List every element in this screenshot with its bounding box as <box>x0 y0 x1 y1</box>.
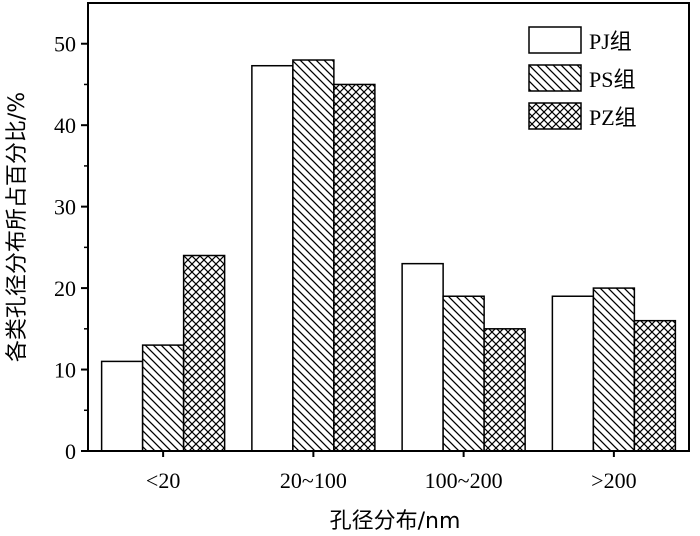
x-axis-title: 孔径分布/nm <box>330 509 461 534</box>
y-tick-label: 20 <box>54 276 76 301</box>
x-tick-label: 100~200 <box>425 468 503 493</box>
x-tick-label: 20~100 <box>280 468 347 493</box>
y-tick-label: 10 <box>54 358 76 383</box>
legend-label: PJ组 <box>589 29 632 54</box>
bar-3-4 <box>633 319 677 452</box>
bar-3-2 <box>333 83 376 452</box>
plot-frame <box>87 2 690 452</box>
legend-swatch <box>528 26 582 54</box>
legend-label: PS组 <box>589 67 635 92</box>
y-tick-label: 30 <box>54 195 76 220</box>
legend-label: PZ组 <box>589 105 637 130</box>
y-tick-label: 50 <box>54 32 76 57</box>
x-axis: <20 20~100 100~200 >200 <box>146 451 637 493</box>
bar-1-4 <box>551 295 595 452</box>
x-tick-label: >200 <box>591 468 636 493</box>
bar-2-2 <box>292 59 335 452</box>
legend-swatch <box>528 102 582 130</box>
bars-group <box>100 59 677 452</box>
bar-2-3 <box>442 295 485 452</box>
bar-1-2 <box>251 64 294 452</box>
y-axis: 0 10 20 30 40 50 <box>54 32 88 464</box>
bar-2-1 <box>141 344 185 452</box>
bar-1-1 <box>100 360 144 452</box>
y-axis-title: 各类孔径分布所占百分比/% <box>5 92 30 362</box>
bar-2-4 <box>592 287 636 452</box>
bar-3-1 <box>182 254 226 452</box>
bar-3-3 <box>483 328 526 452</box>
y-tick-label: 0 <box>65 439 76 464</box>
legend: PJ组 PS组 PZ组 <box>528 26 637 130</box>
legend-swatch <box>528 64 582 92</box>
y-tick-label: 40 <box>54 113 76 138</box>
bar-1-3 <box>401 262 444 452</box>
x-tick-label: <20 <box>146 468 180 493</box>
